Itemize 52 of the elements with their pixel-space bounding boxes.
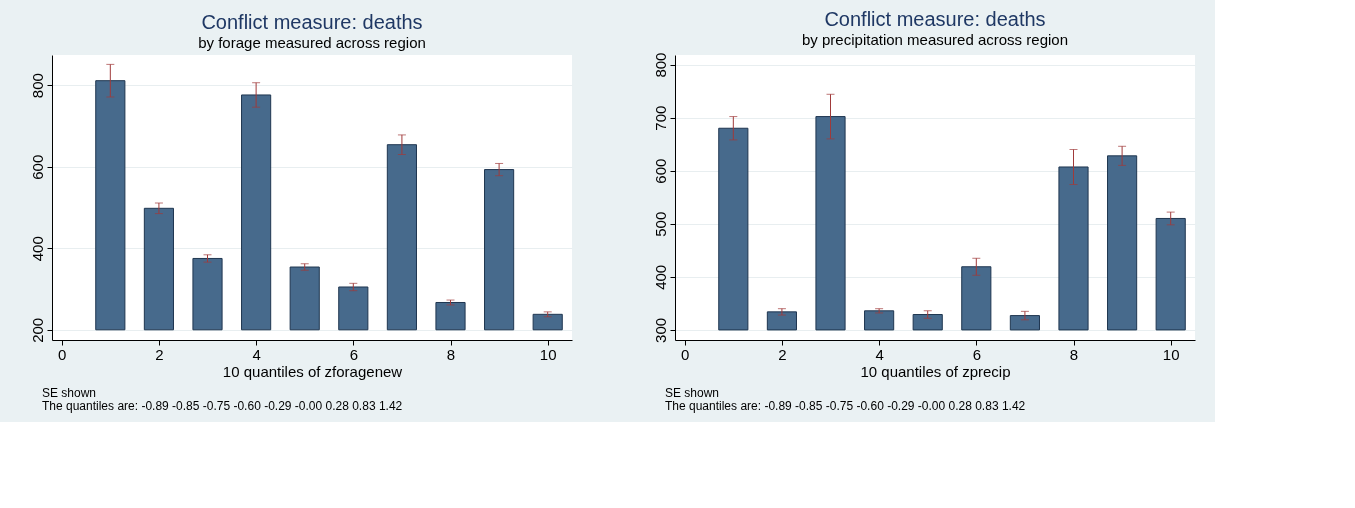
x-tick-label: 0 xyxy=(58,345,67,363)
bar xyxy=(718,127,749,331)
bar xyxy=(1107,155,1138,331)
bar xyxy=(912,314,943,331)
text: SE shown xyxy=(42,386,97,400)
bar xyxy=(815,116,846,331)
bar xyxy=(1009,315,1040,331)
y-tick-label: 600 xyxy=(651,158,669,184)
x-axis-title: 10 quantiles of zforagenew xyxy=(222,362,403,380)
bar xyxy=(143,207,174,331)
x-tick-label: 2 xyxy=(155,345,164,363)
bar xyxy=(95,80,126,331)
text: The quantiles are: -0.89 -0.85 -0.75 -0.60 -0.29 -0.00 0.28 0.83 1.42 xyxy=(42,399,403,413)
x-tick-label: 10 xyxy=(539,345,557,363)
chart-subtitle: by forage measured across region xyxy=(198,34,426,51)
bar xyxy=(338,286,369,331)
x-tick-label: 4 xyxy=(875,345,884,363)
x-tick-label: 6 xyxy=(972,345,981,363)
y-tick-label: 500 xyxy=(651,211,669,237)
bar xyxy=(766,311,797,331)
chart-title: Conflict measure: deaths xyxy=(824,8,1046,31)
y-tick-label: 800 xyxy=(28,73,46,99)
x-tick-label: 2 xyxy=(778,345,787,363)
chart-subtitle: by precipitation measured across region xyxy=(802,31,1068,49)
y-tick-label: 600 xyxy=(28,154,46,180)
bar xyxy=(289,266,320,331)
y-tick-label: 700 xyxy=(651,105,669,131)
bar xyxy=(192,257,223,331)
y-tick-label: 400 xyxy=(28,236,46,262)
bar xyxy=(961,266,992,331)
bar xyxy=(532,313,563,331)
bar xyxy=(864,310,895,331)
y-tick-label: 400 xyxy=(651,264,669,290)
y-tick-label: 200 xyxy=(28,317,46,343)
x-tick-label: 4 xyxy=(252,345,261,363)
bar xyxy=(484,169,515,331)
bar xyxy=(241,94,272,331)
text: SE shown xyxy=(665,386,720,400)
x-tick-label: 8 xyxy=(446,345,456,363)
x-tick-label: 10 xyxy=(1162,345,1180,363)
y-tick-label: 800 xyxy=(651,52,669,78)
y-tick-label: 300 xyxy=(651,317,669,343)
x-tick-label: 0 xyxy=(681,345,690,363)
x-axis-title: 10 quantiles of zprecip xyxy=(860,362,1011,380)
bar xyxy=(1058,166,1089,331)
bar xyxy=(435,301,466,331)
bar xyxy=(386,144,417,331)
text: The quantiles are: -0.89 -0.85 -0.75 -0.60 -0.29 -0.00 0.28 0.83 1.42 xyxy=(665,399,1026,413)
x-tick-label: 8 xyxy=(1069,345,1079,363)
x-tick-label: 6 xyxy=(349,345,358,363)
bar xyxy=(1155,217,1186,331)
chart-title: Conflict measure: deaths xyxy=(201,11,423,33)
